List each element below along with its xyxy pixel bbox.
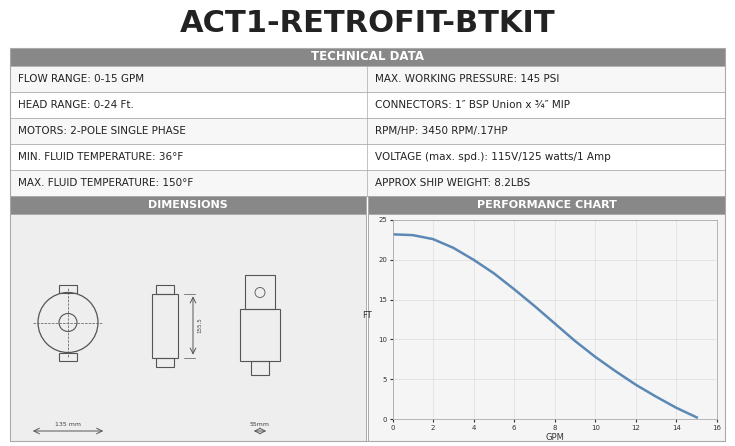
Text: CONNECTORS: 1″ BSP Union x ¾″ MIP: CONNECTORS: 1″ BSP Union x ¾″ MIP <box>376 100 570 110</box>
Text: TECHNICAL DATA: TECHNICAL DATA <box>311 50 424 63</box>
FancyBboxPatch shape <box>10 144 725 170</box>
Bar <box>59 352 77 360</box>
Text: FLOW RANGE: 0-15 GPM: FLOW RANGE: 0-15 GPM <box>18 74 144 84</box>
Text: ACT1-RETROFIT-BTKIT: ACT1-RETROFIT-BTKIT <box>179 9 556 38</box>
FancyBboxPatch shape <box>10 92 725 118</box>
Y-axis label: FT: FT <box>362 310 372 319</box>
FancyBboxPatch shape <box>10 48 725 66</box>
FancyBboxPatch shape <box>10 118 725 144</box>
Bar <box>59 285 77 293</box>
FancyBboxPatch shape <box>10 214 367 441</box>
Text: PERFORMANCE CHART: PERFORMANCE CHART <box>477 200 617 210</box>
X-axis label: GPM: GPM <box>545 434 564 442</box>
Text: MOTORS: 2-POLE SINGLE PHASE: MOTORS: 2-POLE SINGLE PHASE <box>18 126 186 136</box>
Text: MIN. FLUID TEMPERATURE: 36°F: MIN. FLUID TEMPERATURE: 36°F <box>18 152 183 162</box>
Text: RPM/HP: 3450 RPM/.17HP: RPM/HP: 3450 RPM/.17HP <box>376 126 508 136</box>
Text: MAX. WORKING PRESSURE: 145 PSI: MAX. WORKING PRESSURE: 145 PSI <box>376 74 560 84</box>
Bar <box>152 293 178 358</box>
Text: 155.5: 155.5 <box>197 318 202 333</box>
Bar <box>240 309 280 360</box>
Text: HEAD RANGE: 0-24 Ft.: HEAD RANGE: 0-24 Ft. <box>18 100 134 110</box>
Bar <box>251 360 269 375</box>
FancyBboxPatch shape <box>368 214 725 441</box>
Bar <box>156 285 174 293</box>
FancyBboxPatch shape <box>10 196 367 214</box>
Text: VOLTAGE (max. spd.): 115V/125 watts/1 Amp: VOLTAGE (max. spd.): 115V/125 watts/1 Am… <box>376 152 612 162</box>
Text: 135 mm: 135 mm <box>55 422 81 427</box>
Text: DIMENSIONS: DIMENSIONS <box>148 200 228 210</box>
FancyBboxPatch shape <box>10 170 725 196</box>
Bar <box>245 274 275 309</box>
FancyBboxPatch shape <box>10 66 725 92</box>
Text: 55mm: 55mm <box>250 422 270 427</box>
Text: MAX. FLUID TEMPERATURE: 150°F: MAX. FLUID TEMPERATURE: 150°F <box>18 178 193 188</box>
FancyBboxPatch shape <box>368 196 725 214</box>
Text: APPROX SHIP WEIGHT: 8.2LBS: APPROX SHIP WEIGHT: 8.2LBS <box>376 178 531 188</box>
Bar <box>156 358 174 367</box>
